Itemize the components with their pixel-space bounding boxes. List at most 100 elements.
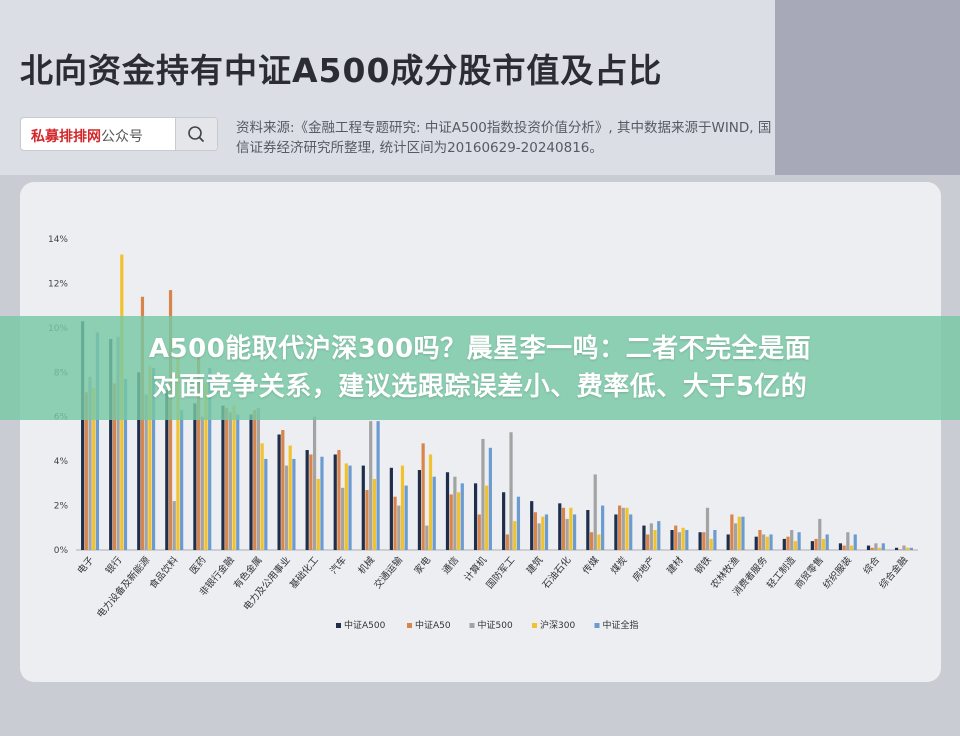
bar — [502, 492, 506, 550]
bar — [866, 545, 871, 550]
bar — [589, 532, 594, 550]
bar — [281, 430, 285, 550]
y-tick-label: 4% — [54, 457, 69, 467]
bar — [112, 383, 116, 550]
headline-line-2: 对面竞争关系，建议选跟踪误差小、费率低、大于5亿的 — [152, 372, 808, 402]
category-label: 汽车 — [328, 554, 349, 576]
bar — [481, 438, 485, 550]
bar-chart: 0%2%4%6%8%10%12%14%电子银行电力设备及新能源食品饮料医药非银行… — [48, 235, 918, 631]
bar — [460, 483, 464, 550]
bar — [726, 534, 730, 550]
bar — [674, 525, 678, 550]
search-button[interactable] — [175, 118, 217, 150]
bar — [221, 405, 225, 550]
bar — [200, 416, 204, 550]
bar — [741, 516, 745, 550]
bar — [709, 538, 713, 550]
bar — [151, 367, 156, 550]
bar — [457, 492, 461, 550]
bar — [621, 507, 625, 550]
bar — [565, 518, 569, 550]
source-note: 资料来源:《金融工程专题研究: 中证A500指数投资价值分析》, 其中数据来源于… — [236, 120, 772, 156]
bar — [670, 530, 674, 550]
bar — [232, 405, 236, 550]
bar — [333, 454, 337, 550]
bar — [249, 414, 253, 550]
bar — [417, 470, 422, 550]
bar — [264, 458, 268, 550]
page-title: 北向资金持有中证A500成分股市值及占比 — [20, 51, 663, 90]
bar — [818, 518, 822, 550]
category-label: 食品饮料 — [147, 554, 181, 591]
bar — [629, 514, 633, 550]
bar — [208, 367, 212, 550]
bar — [477, 514, 481, 550]
bar — [316, 478, 320, 550]
header-area: 北向资金持有中证A500成分股市值及占比 私募排排网公众号 资料来源:《金融工程… — [0, 0, 775, 175]
bar — [541, 516, 545, 550]
category-label: 建材 — [664, 554, 686, 577]
category-label: 钢铁 — [692, 554, 714, 577]
bar — [821, 538, 826, 550]
bar — [810, 541, 814, 550]
bar — [737, 516, 741, 550]
bar — [797, 532, 801, 550]
bar — [404, 485, 408, 550]
bar — [284, 465, 289, 550]
bar — [397, 505, 401, 550]
y-tick-label: 14% — [48, 235, 68, 245]
bar — [445, 472, 450, 550]
legend-label: 中证A500 — [344, 619, 386, 631]
legend-label: 中证A50 — [415, 619, 451, 631]
bar — [814, 538, 818, 550]
bar — [698, 532, 702, 550]
bar — [782, 538, 786, 550]
y-tick-label: 2% — [54, 502, 69, 512]
bar — [309, 454, 313, 550]
bar — [657, 521, 661, 550]
category-label: 医药 — [188, 555, 209, 577]
category-label: 电子 — [75, 554, 97, 577]
headline-banner[interactable]: A500能取代沪深300吗？晨星李一鸣：二者不完全是面 对面竞争关系，建议选跟踪… — [0, 316, 960, 420]
bar — [790, 530, 794, 550]
bar — [88, 376, 92, 550]
bar — [123, 378, 128, 550]
background-strip — [775, 0, 960, 175]
bar — [253, 410, 257, 550]
search-text: 私募排排网公众号 — [31, 126, 143, 146]
bar — [586, 510, 590, 550]
bar — [288, 445, 292, 550]
bar — [902, 545, 906, 550]
bar — [236, 414, 240, 550]
legend-label: 沪深300 — [540, 619, 575, 631]
bar — [312, 416, 317, 550]
bar — [172, 501, 176, 550]
bar — [793, 541, 797, 550]
bar — [846, 532, 850, 550]
search-box[interactable]: 私募排排网公众号 — [20, 117, 218, 151]
bar — [473, 483, 478, 550]
bar — [516, 496, 521, 550]
bar — [713, 530, 717, 550]
bar — [769, 534, 773, 550]
bar — [786, 536, 790, 550]
bar — [625, 507, 629, 550]
y-tick-label: 12% — [48, 279, 68, 289]
bar — [292, 458, 296, 550]
bar — [341, 487, 345, 550]
bar — [558, 503, 562, 550]
bar — [509, 432, 513, 550]
y-tick-label: 0% — [54, 546, 69, 556]
bar — [95, 332, 100, 550]
bar — [376, 421, 380, 550]
bar — [561, 507, 566, 550]
bar — [148, 365, 152, 550]
category-label: 纺织服装 — [821, 554, 855, 591]
bar — [894, 547, 899, 550]
bar — [365, 490, 369, 550]
bar — [730, 514, 734, 550]
category-label: 建筑 — [524, 554, 546, 577]
bar — [853, 534, 857, 550]
bar — [165, 390, 169, 550]
bar — [705, 507, 710, 550]
